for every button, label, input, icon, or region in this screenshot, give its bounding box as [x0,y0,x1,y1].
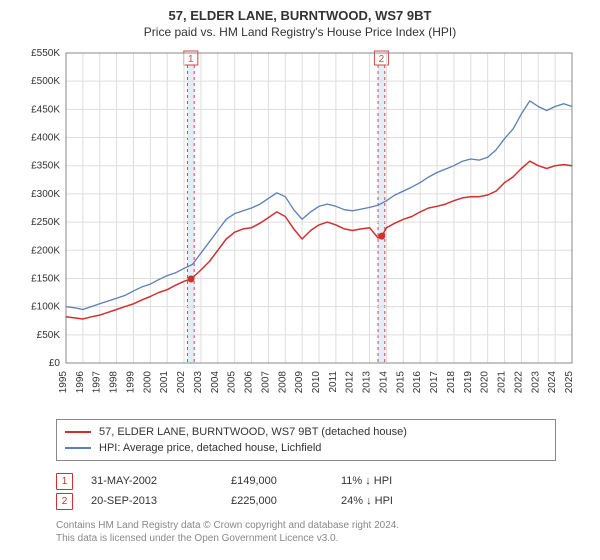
svg-text:1998: 1998 [109,371,120,394]
legend-label: 57, ELDER LANE, BURNTWOOD, WS7 9BT (deta… [99,424,407,440]
svg-text:£0: £0 [49,358,61,369]
page-title: 57, ELDER LANE, BURNTWOOD, WS7 9BT [0,0,600,23]
svg-text:2016: 2016 [412,371,423,394]
svg-text:2008: 2008 [277,371,288,394]
footer-line: This data is licensed under the Open Gov… [56,532,556,545]
legend-label: HPI: Average price, detached house, Lich… [99,440,321,456]
svg-text:2: 2 [379,54,385,65]
svg-text:£450K: £450K [31,104,60,115]
footer-line: Contains HM Land Registry data © Crown c… [56,519,556,532]
sale-date: 20-SEP-2013 [91,495,231,507]
svg-text:£200K: £200K [31,245,60,256]
svg-text:2000: 2000 [142,371,153,394]
svg-text:1997: 1997 [92,371,103,394]
svg-text:2022: 2022 [513,371,524,394]
svg-text:2003: 2003 [193,371,204,394]
svg-text:2010: 2010 [311,371,322,394]
svg-text:£50K: £50K [37,330,61,341]
legend: 57, ELDER LANE, BURNTWOOD, WS7 9BT (deta… [56,419,556,461]
svg-text:£100K: £100K [31,302,60,313]
legend-swatch [65,431,91,433]
svg-text:2017: 2017 [429,371,440,394]
svg-text:2020: 2020 [480,371,491,394]
svg-text:1996: 1996 [75,371,86,394]
svg-text:2012: 2012 [345,371,356,394]
svg-text:2021: 2021 [497,371,508,394]
sale-diff: 11% ↓ HPI [341,475,491,487]
sale-row: 2 20-SEP-2013 £225,000 24% ↓ HPI [56,491,556,511]
svg-text:£150K: £150K [31,273,60,284]
svg-text:2002: 2002 [176,371,187,394]
sales-table: 1 31-MAY-2002 £149,000 11% ↓ HPI 2 20-SE… [56,471,556,511]
sale-badge: 1 [56,473,73,490]
svg-text:1999: 1999 [125,371,136,394]
svg-text:2018: 2018 [446,371,457,394]
svg-text:£500K: £500K [31,76,60,87]
svg-text:1995: 1995 [58,371,69,394]
svg-text:2013: 2013 [362,371,373,394]
svg-text:£300K: £300K [31,189,60,200]
svg-text:2014: 2014 [378,371,389,394]
svg-text:2024: 2024 [547,371,558,394]
legend-swatch [65,447,91,449]
price-chart: 1 2 £0 £50K £100K £150K £200K £250K £300K £350K £4… [20,43,580,413]
svg-text:£250K: £250K [31,217,60,228]
svg-text:2009: 2009 [294,371,305,394]
sale-price: £225,000 [231,495,341,507]
svg-text:2007: 2007 [260,371,271,394]
sale-price: £149,000 [231,475,341,487]
sale-row: 1 31-MAY-2002 £149,000 11% ↓ HPI [56,471,556,491]
sale-date: 31-MAY-2002 [91,475,231,487]
svg-text:2015: 2015 [395,371,406,394]
svg-text:2011: 2011 [328,371,339,393]
svg-text:£400K: £400K [31,133,60,144]
svg-text:£550K: £550K [31,48,60,59]
svg-text:£350K: £350K [31,161,60,172]
svg-text:2025: 2025 [564,371,575,394]
page-subtitle: Price paid vs. HM Land Registry's House … [0,23,600,43]
legend-row-hpi: HPI: Average price, detached house, Lich… [65,440,547,456]
footer-attribution: Contains HM Land Registry data © Crown c… [56,519,556,545]
legend-row-property: 57, ELDER LANE, BURNTWOOD, WS7 9BT (deta… [65,424,547,440]
sale-badge: 2 [56,493,73,510]
svg-text:1: 1 [188,54,194,65]
svg-text:2001: 2001 [159,371,170,394]
sale-diff: 24% ↓ HPI [341,495,491,507]
svg-text:2019: 2019 [463,371,474,394]
svg-text:2006: 2006 [244,371,255,394]
svg-text:2023: 2023 [530,371,541,394]
svg-text:2005: 2005 [227,371,238,394]
svg-text:2004: 2004 [210,371,221,394]
